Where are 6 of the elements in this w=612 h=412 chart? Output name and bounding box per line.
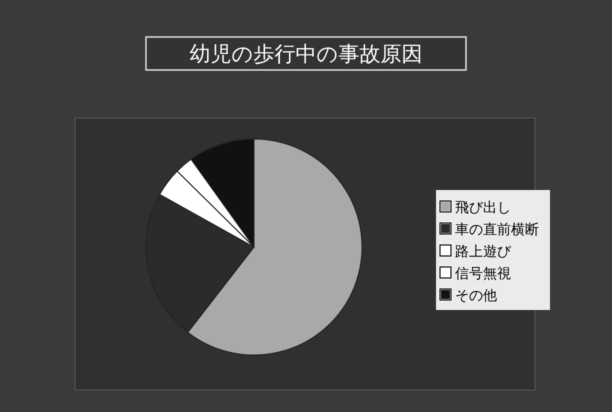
chart-title: 幼児の歩行中の事故原因 [190, 42, 422, 66]
legend-label: その他 [455, 288, 497, 304]
legend-label: 信号無視 [455, 266, 511, 282]
legend-label: 路上遊び [455, 244, 512, 260]
legend-label: 車の直前横断 [455, 222, 539, 238]
legend-label: 飛び出し [455, 200, 511, 216]
